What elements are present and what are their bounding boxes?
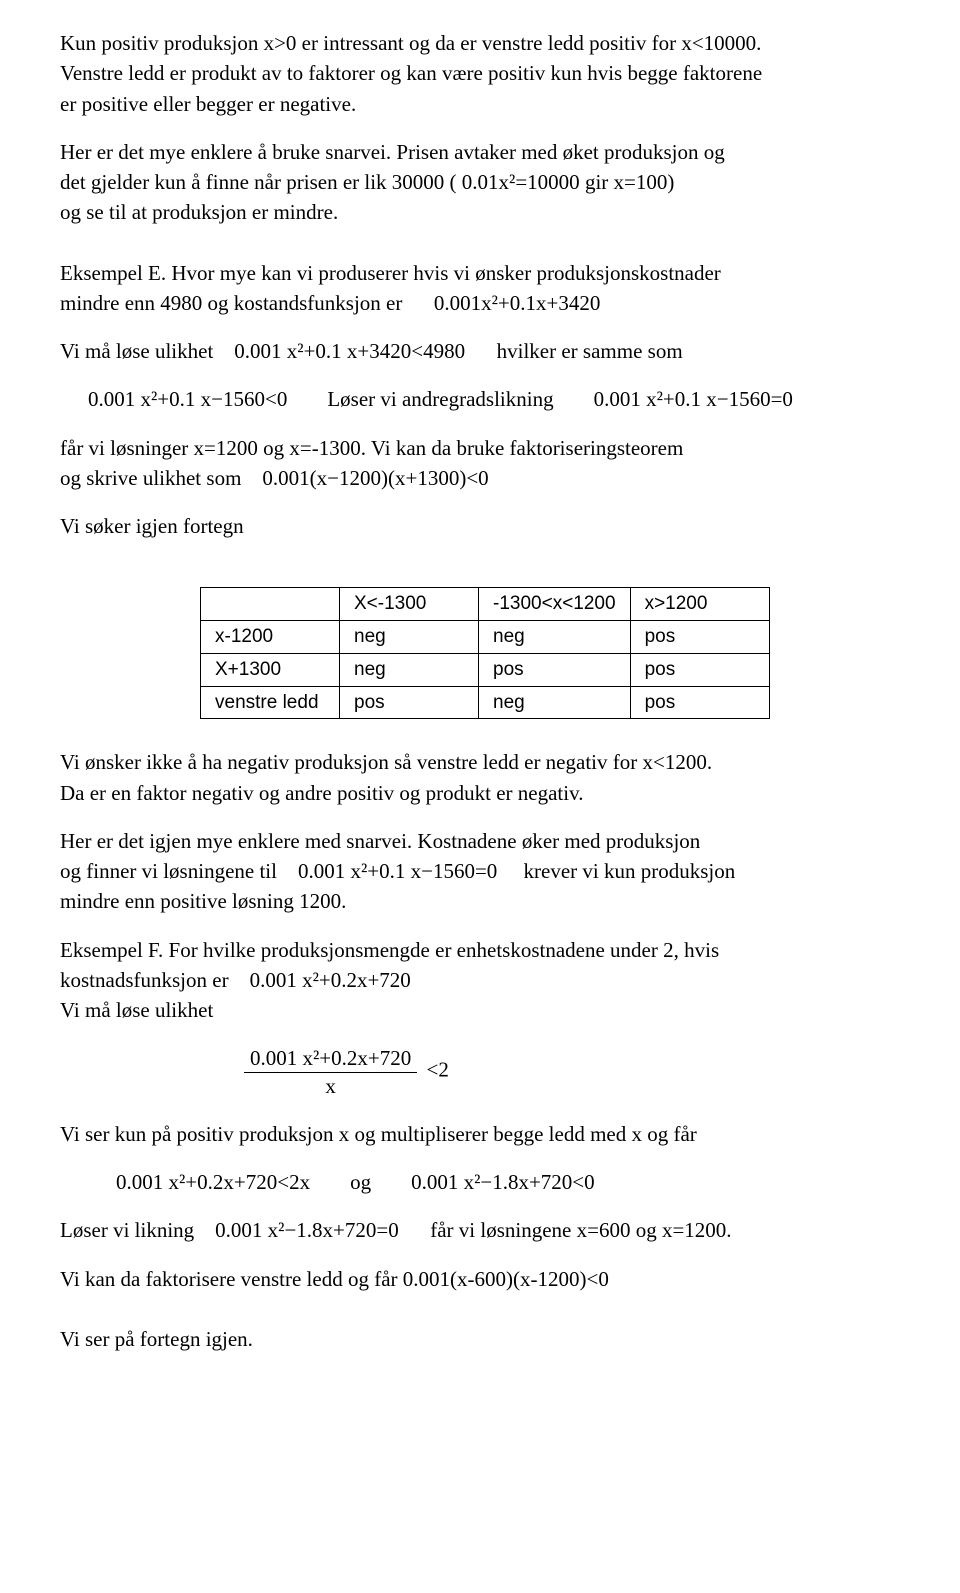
- table-header-cell: [201, 588, 340, 621]
- paragraph: Vi søker igjen fortegn: [60, 513, 900, 539]
- table-cell: pos: [479, 653, 631, 686]
- paragraph: Kun positiv produksjon x>0 er intressant…: [60, 30, 900, 56]
- text: og: [350, 1169, 371, 1195]
- text: mindre enn 4980 og kostandsfunksjon er: [60, 291, 402, 315]
- math-expression: 0.001x²+0.1x+3420: [434, 291, 600, 315]
- table-cell: neg: [479, 686, 631, 719]
- paragraph: det gjelder kun å finne når prisen er li…: [60, 169, 900, 195]
- text: gir x=100): [585, 170, 674, 194]
- fraction-denominator: x: [244, 1073, 417, 1099]
- math-expression: 0.001 x²−1.8x+720=0: [215, 1218, 399, 1242]
- math-row: 0.001 x²+0.2x+720<2x og 0.001 x²−1.8x+72…: [60, 1169, 900, 1195]
- table-cell: x-1200: [201, 621, 340, 654]
- paragraph: kostnadsfunksjon er 0.001 x²+0.2x+720: [60, 967, 900, 993]
- paragraph: og se til at produksjon er mindre.: [60, 199, 900, 225]
- text: og skrive ulikhet som: [60, 466, 241, 490]
- math-expression: 0.001 x²+0.2x+720: [250, 968, 411, 992]
- paragraph: Her er det igjen mye enklere med snarvei…: [60, 828, 900, 854]
- fraction: 0.001 x²+0.2x+720 x: [240, 1045, 421, 1099]
- math-expression: 0.001 x²+0.1 x−1560=0: [298, 859, 497, 883]
- table-cell: pos: [340, 686, 479, 719]
- paragraph: og finner vi løsningene til 0.001 x²+0.1…: [60, 858, 900, 884]
- paragraph: Vi må løse ulikhet 0.001 x²+0.1 x+3420<4…: [60, 338, 900, 364]
- paragraph: Her er det mye enklere å bruke snarvei. …: [60, 139, 900, 165]
- math-expression: 0.001 x²+0.1 x−1560=0: [594, 386, 793, 412]
- math-expression: 0.001 x²+0.1 x−1560<0: [88, 386, 287, 412]
- math-expression: 0.001(x−1200)(x+1300)<0: [262, 466, 488, 490]
- table-header-row: X<-1300 -1300<x<1200 x>1200: [201, 588, 770, 621]
- paragraph: Venstre ledd er produkt av to faktorer o…: [60, 60, 900, 86]
- text: Vi kan da faktorisere venstre ledd og få…: [60, 1267, 403, 1291]
- math-expression: 0.001 x²+0.1 x+3420<4980: [234, 339, 465, 363]
- example-heading: Eksempel F. For hvilke produksjonsmengde…: [60, 937, 900, 963]
- paragraph: Vi kan da faktorisere venstre ledd og få…: [60, 1266, 900, 1292]
- paragraph: Vi ønsker ikke å ha negativ produksjon s…: [60, 749, 900, 775]
- math-expression: 0.001(x-600)(x-1200)<0: [403, 1267, 609, 1291]
- table-cell: pos: [630, 621, 769, 654]
- table-cell: pos: [630, 686, 769, 719]
- text: krever vi kun produksjon: [524, 859, 736, 883]
- text: Vi må løse ulikhet: [60, 339, 213, 363]
- table-cell: X+1300: [201, 653, 340, 686]
- table-row: x-1200 neg neg pos: [201, 621, 770, 654]
- example-heading: Eksempel E. Hvor mye kan vi produserer h…: [60, 260, 900, 286]
- text: og finner vi løsningene til: [60, 859, 277, 883]
- paragraph: mindre enn 4980 og kostandsfunksjon er 0…: [60, 290, 900, 316]
- table-row: X+1300 neg pos pos: [201, 653, 770, 686]
- table-header-cell: -1300<x<1200: [479, 588, 631, 621]
- table-cell: pos: [630, 653, 769, 686]
- paragraph: er positive eller begger er negative.: [60, 91, 900, 117]
- document-page: Kun positiv produksjon x>0 er intressant…: [0, 0, 960, 1593]
- paragraph: Vi må løse ulikhet: [60, 997, 900, 1023]
- text: får vi løsningene x=600 og x=1200.: [430, 1218, 731, 1242]
- table-header-cell: x>1200: [630, 588, 769, 621]
- text: kostnadsfunksjon er: [60, 968, 229, 992]
- sign-table: X<-1300 -1300<x<1200 x>1200 x-1200 neg n…: [200, 587, 770, 719]
- math-expression: <2: [426, 1058, 448, 1082]
- text: Løser vi likning: [60, 1218, 194, 1242]
- table-row: venstre ledd pos neg pos: [201, 686, 770, 719]
- text: Løser vi andregradslikning: [327, 386, 553, 412]
- paragraph: Løser vi likning 0.001 x²−1.8x+720=0 får…: [60, 1217, 900, 1243]
- math-expression: 0.001 x²−1.8x+720<0: [411, 1169, 595, 1195]
- text: det gjelder kun å finne når prisen er li…: [60, 170, 457, 194]
- math-row: 0.001 x²+0.1 x−1560<0 Løser vi andregrad…: [60, 386, 900, 412]
- fraction-numerator: 0.001 x²+0.2x+720: [244, 1045, 417, 1072]
- table-cell: neg: [340, 653, 479, 686]
- table-cell: neg: [479, 621, 631, 654]
- paragraph: mindre enn positive løsning 1200.: [60, 888, 900, 914]
- paragraph: og skrive ulikhet som 0.001(x−1200)(x+13…: [60, 465, 900, 491]
- table-cell: venstre ledd: [201, 686, 340, 719]
- paragraph: Da er en faktor negativ og andre positiv…: [60, 780, 900, 806]
- table-cell: neg: [340, 621, 479, 654]
- table-header-cell: X<-1300: [340, 588, 479, 621]
- paragraph: Vi ser på fortegn igjen.: [60, 1326, 900, 1352]
- math-fraction-row: 0.001 x²+0.2x+720 x <2: [60, 1045, 900, 1099]
- paragraph: Vi ser kun på positiv produksjon x og mu…: [60, 1121, 900, 1147]
- math-expression: 0.001 x²+0.2x+720<2x: [116, 1169, 310, 1195]
- math-expression: 0.01x²=10000: [462, 170, 580, 194]
- paragraph: får vi løsninger x=1200 og x=-1300. Vi k…: [60, 435, 900, 461]
- text: hvilker er samme som: [497, 339, 683, 363]
